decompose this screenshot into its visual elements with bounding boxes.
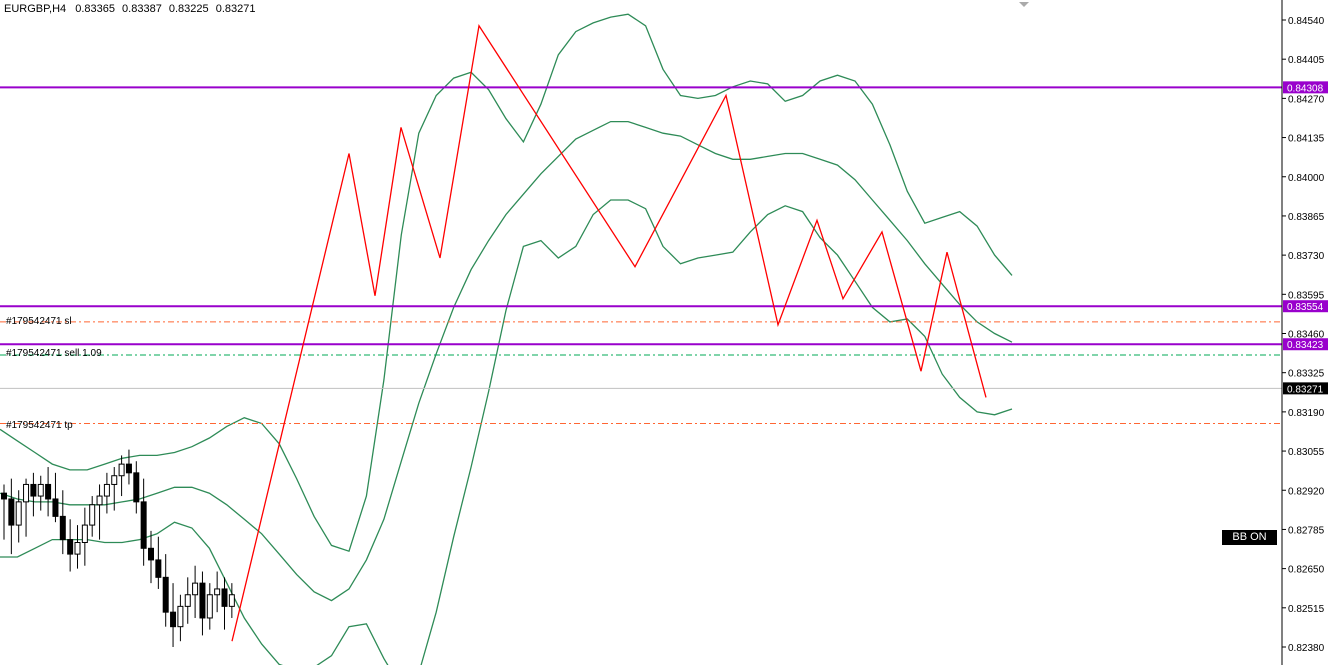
- bull-candle: [15, 501, 22, 526]
- price-tick-label: 0.84000: [1288, 173, 1325, 184]
- level-price-box: [1283, 81, 1328, 94]
- price-tick-label: 0.83460: [1288, 330, 1325, 341]
- bear-candle: [67, 539, 74, 555]
- bull-candle: [81, 524, 88, 543]
- price-tick-label: 0.82650: [1288, 565, 1325, 576]
- bear-candle: [30, 483, 37, 497]
- bull-candle: [89, 504, 96, 526]
- price-tick-label: 0.83595: [1288, 290, 1325, 301]
- price-tick-label: 0.83190: [1288, 408, 1325, 419]
- low-value: 0.83225: [168, 3, 209, 15]
- bb-middle-line: [0, 120, 1013, 602]
- zigzag-line: [231, 24, 987, 642]
- bear-candle: [162, 576, 169, 613]
- price-tick-label: 0.83730: [1288, 251, 1325, 262]
- bear-candle: [155, 559, 162, 578]
- level-price-label: 0.83423: [1287, 340, 1324, 351]
- bear-candle: [1, 492, 7, 500]
- price-tick-label: 0.82785: [1288, 525, 1325, 536]
- bull-candle: [23, 483, 30, 503]
- close-value: 0.83271: [215, 3, 256, 15]
- chart-shift-marker-icon[interactable]: [1019, 2, 1029, 7]
- bear-candle: [140, 501, 147, 549]
- bear-candle: [45, 483, 52, 500]
- bb-lower-line: [0, 199, 1013, 665]
- chart-header: EURGBP,H4 0.83365 0.83387 0.83225 0.8327…: [4, 3, 259, 15]
- high-value: 0.83387: [122, 3, 162, 15]
- price-tick-label: 0.83325: [1288, 369, 1325, 380]
- tp-line-label: #179542471 tp: [6, 420, 73, 431]
- price-tick-label: 0.82380: [1288, 643, 1325, 654]
- price-tick-label: 0.84270: [1288, 94, 1325, 105]
- entry-line-label: #179542471 sell 1.09: [6, 348, 102, 359]
- bull-candle: [118, 463, 125, 477]
- bull-candle: [103, 483, 110, 497]
- current-price-label: 0.83271: [1287, 384, 1324, 395]
- price-tick-label: 0.83055: [1288, 447, 1325, 458]
- bear-candle: [170, 611, 177, 628]
- bull-candle: [184, 594, 191, 607]
- bull-candle: [228, 594, 235, 607]
- price-tick-label: 0.82515: [1288, 604, 1325, 615]
- bull-candle: [214, 588, 221, 596]
- level-price-label: 0.83554: [1287, 302, 1324, 313]
- bear-candle: [133, 472, 140, 503]
- price-tick-label: 0.84135: [1288, 134, 1325, 145]
- bull-candle: [37, 483, 44, 497]
- bull-candle: [111, 475, 118, 485]
- bb-upper-line: [0, 13, 1013, 553]
- current-price-box: [1283, 382, 1328, 395]
- price-tick-label: 0.84540: [1288, 16, 1325, 27]
- level-price-box: [1283, 338, 1328, 351]
- level-price-box: [1283, 300, 1328, 313]
- price-tick-label: 0.83865: [1288, 212, 1325, 223]
- bear-candle: [221, 588, 228, 607]
- price-tick-label: 0.84405: [1288, 55, 1325, 66]
- bear-candle: [148, 547, 154, 561]
- bear-candle: [59, 515, 66, 541]
- bear-candle: [8, 498, 15, 526]
- price-tick-label: 0.82920: [1288, 486, 1325, 497]
- bull-candle: [206, 594, 213, 619]
- level-price-label: 0.84308: [1287, 83, 1324, 94]
- bear-candle: [125, 463, 132, 474]
- open-value: 0.83365: [75, 3, 115, 15]
- bull-candle: [177, 605, 184, 628]
- symbol-timeframe: EURGBP,H4: [4, 3, 67, 15]
- bb-toggle-button[interactable]: BB ON: [1222, 530, 1277, 545]
- bear-candle: [52, 498, 59, 517]
- bull-candle: [96, 495, 103, 506]
- bull-candle: [74, 542, 81, 555]
- bull-candle: [192, 582, 199, 596]
- bear-candle: [199, 582, 206, 619]
- sl-line-label: #179542471 sl: [6, 316, 72, 327]
